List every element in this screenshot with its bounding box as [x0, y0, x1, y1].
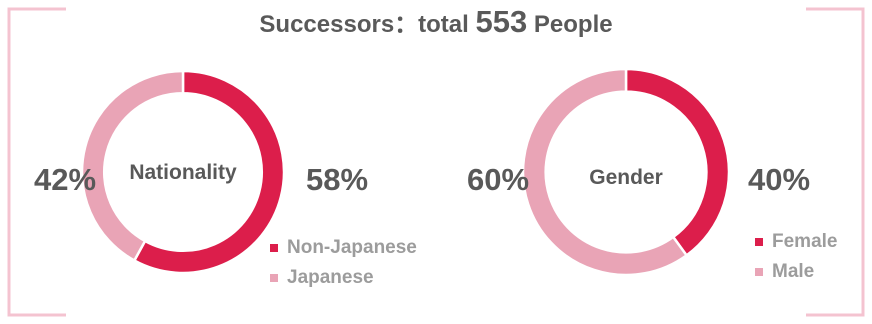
legend-swatch-non-japanese [270, 244, 278, 252]
legend-label-male: Male [772, 261, 815, 282]
gender-donut-chart [521, 67, 731, 277]
left-bracket [7, 7, 66, 317]
nationality-slice-japanese [80, 69, 185, 263]
right-bracket [806, 7, 865, 317]
title-prefix: Successors：total [259, 11, 476, 38]
legend-item-male: Male [755, 257, 837, 287]
title-suffix: People [527, 11, 613, 38]
legend-item-non-japanese: Non-Japanese [270, 233, 417, 263]
title-total-number: 553 [475, 4, 528, 39]
japanese-percent-label: 42% [34, 162, 97, 197]
legend-swatch-female [755, 238, 763, 246]
gender-slice-female [624, 67, 731, 258]
nationality-slice-non-japanese [132, 69, 286, 275]
legend-label-japanese: Japanese [287, 267, 374, 288]
legend-label-non-japanese: Non-Japanese [287, 237, 417, 258]
gender-center-label: Gender [589, 166, 663, 189]
legend-item-japanese: Japanese [270, 263, 417, 293]
female-percent-label: 40% [748, 162, 811, 197]
male-percent-label: 60% [467, 162, 530, 197]
page-title: Successors：total 553 People [0, 0, 872, 44]
nationality-donut-chart [80, 69, 286, 275]
nationality-center-label: Nationality [129, 161, 237, 184]
legend-label-female: Female [772, 231, 838, 252]
gender-slice-male [521, 67, 689, 277]
gender-legend: Female Male [755, 227, 837, 287]
non-japanese-percent-label: 58% [306, 162, 369, 197]
legend-swatch-japanese [270, 274, 278, 282]
legend-swatch-male [755, 268, 763, 276]
nationality-legend: Non-Japanese Japanese [270, 233, 417, 293]
legend-item-female: Female [755, 227, 837, 257]
